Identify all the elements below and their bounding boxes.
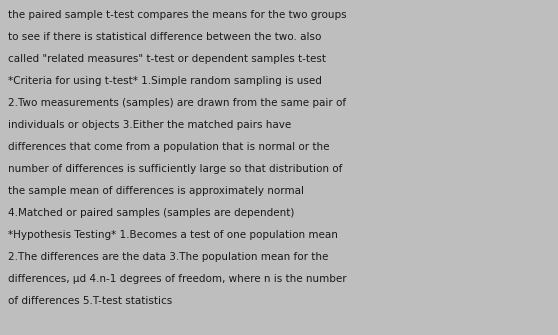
Text: *Hypothesis Testing* 1.Becomes a test of one population mean: *Hypothesis Testing* 1.Becomes a test of… [8, 230, 338, 240]
Text: of differences 5.T-test statistics: of differences 5.T-test statistics [8, 296, 172, 306]
Text: individuals or objects 3.Either the matched pairs have: individuals or objects 3.Either the matc… [8, 120, 291, 130]
Text: called "related measures" t-test or dependent samples t-test: called "related measures" t-test or depe… [8, 54, 326, 64]
Text: the paired sample t-test compares the means for the two groups: the paired sample t-test compares the me… [8, 10, 347, 20]
Text: 2.Two measurements (samples) are drawn from the same pair of: 2.Two measurements (samples) are drawn f… [8, 98, 346, 108]
Text: differences that come from a population that is normal or the: differences that come from a population … [8, 142, 330, 152]
Text: the sample mean of differences is approximately normal: the sample mean of differences is approx… [8, 186, 304, 196]
Text: *Criteria for using t-test* 1.Simple random sampling is used: *Criteria for using t-test* 1.Simple ran… [8, 76, 322, 86]
Text: number of differences is sufficiently large so that distribution of: number of differences is sufficiently la… [8, 164, 343, 174]
Text: 2.The differences are the data 3.The population mean for the: 2.The differences are the data 3.The pop… [8, 252, 328, 262]
Text: 4.Matched or paired samples (samples are dependent): 4.Matched or paired samples (samples are… [8, 208, 295, 218]
Text: differences, μd 4.n-1 degrees of freedom, where n is the number: differences, μd 4.n-1 degrees of freedom… [8, 274, 347, 284]
Text: to see if there is statistical difference between the two. also: to see if there is statistical differenc… [8, 32, 321, 42]
